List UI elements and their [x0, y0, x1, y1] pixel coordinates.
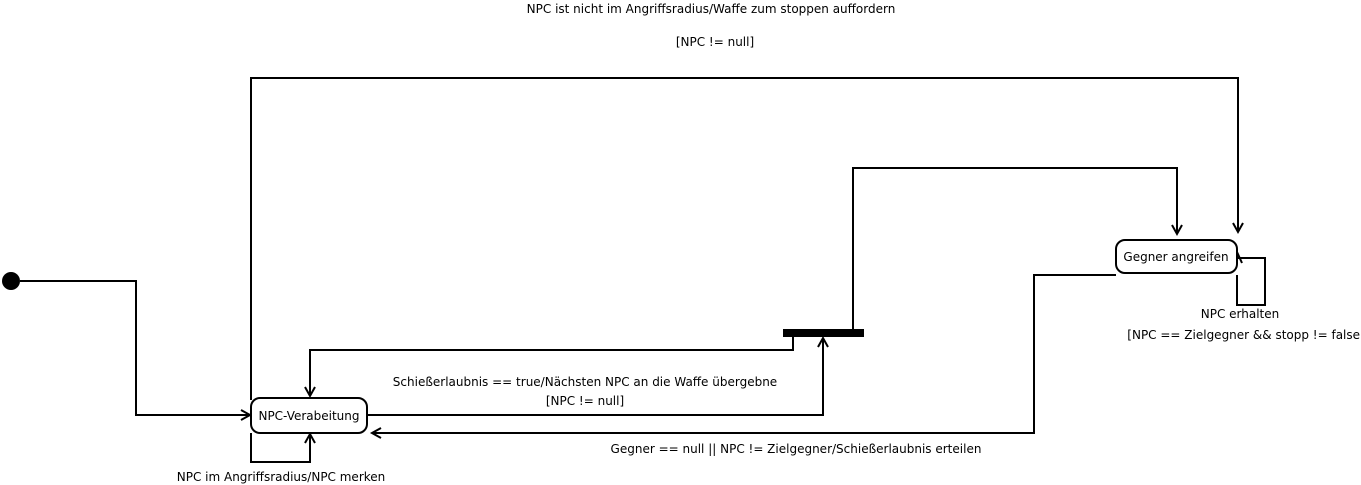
edge-initial-to-processing: [20, 280, 250, 416]
edge-fork-to-processing: [309, 337, 794, 396]
state-npc-processing: NPC-Verabeitung: [250, 397, 368, 434]
label-in-radius-event: NPC im Angriffsradius/NPC merken: [177, 470, 386, 484]
state-attack-enemy-label: Gegner angreifen: [1123, 250, 1228, 264]
fork-bar: [783, 329, 864, 337]
label-permission-guard: [NPC != null]: [546, 394, 624, 408]
edge-fork-to-attack: [852, 167, 1178, 329]
state-npc-processing-label: NPC-Verabeitung: [258, 409, 359, 423]
label-not-in-radius-guard: [NPC != null]: [676, 35, 754, 49]
arrowhead-attack-return: [369, 427, 382, 439]
edge-processing-to-attack-top: [250, 77, 1239, 400]
arrowhead-fork-return: [304, 386, 316, 399]
state-attack-enemy: Gegner angreifen: [1115, 239, 1238, 274]
label-keep-npc-event: NPC erhalten: [1201, 307, 1280, 321]
label-enemy-null-event: Gegner == null || NPC != Zielgegner/Schi…: [611, 442, 982, 456]
arrowhead-fork: [817, 335, 829, 348]
arrowhead-top: [1232, 222, 1244, 235]
edge-attack-to-processing: [372, 274, 1116, 434]
label-keep-npc-guard: [NPC == Zielgegner && stopp != false]: [1127, 328, 1361, 342]
edge-processing-to-fork: [367, 338, 824, 416]
label-not-in-radius-event: NPC ist nicht im Angriffsradius/Waffe zu…: [527, 2, 896, 16]
arrowhead-fork-attack: [1171, 224, 1183, 237]
label-permission-event: Schießerlaubnis == true/Nächsten NPC an …: [393, 375, 777, 389]
initial-state: [2, 272, 20, 290]
edge-attack-self-loop: [1236, 257, 1266, 306]
edge-processing-self-loop: [250, 433, 311, 463]
